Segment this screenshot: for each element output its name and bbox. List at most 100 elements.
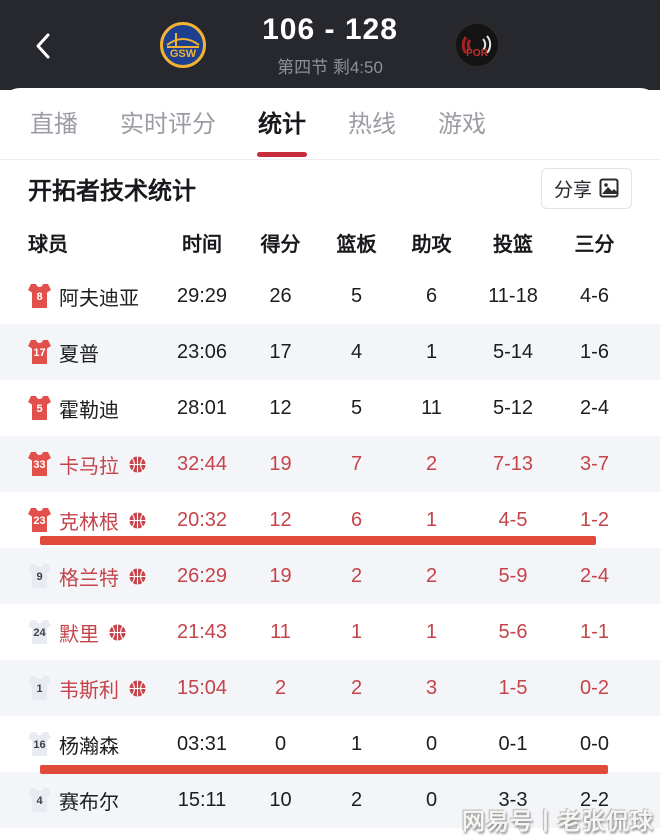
stat-cell: 11	[421, 396, 442, 419]
table-row[interactable]: 1 韦斯利 15:04 2 2 3 1-5 0-2	[0, 660, 660, 716]
stat-cell: 2	[350, 676, 363, 699]
stat-cell: 29:29	[176, 284, 228, 307]
table-row[interactable]: 17 夏普 23:06 17 4 1 5-14 1-6	[0, 324, 660, 380]
player-cell: 9 格兰特	[0, 562, 162, 591]
stat-cell: 4	[350, 340, 363, 363]
stat-cell: 19	[269, 452, 292, 475]
stat-cell: 1-2	[580, 508, 609, 531]
player-cell: 5 霍勒迪	[0, 394, 162, 423]
player-name: 杨瀚森	[59, 735, 119, 758]
stat-cell: 0	[425, 732, 438, 755]
chevron-left-icon	[36, 33, 50, 59]
stat-cell: 5-14	[492, 340, 534, 363]
stat-cell: 2	[350, 788, 363, 811]
stat-cell: 1	[425, 620, 438, 643]
table-row[interactable]: 8 阿夫迪亚 29:29 26 5 6 11-18 4-6	[0, 268, 660, 324]
player-cell: 4 赛布尔	[0, 786, 162, 815]
stat-cell: 1	[350, 620, 363, 643]
player-name: 卡马拉	[59, 455, 119, 478]
player-name: 韦斯利	[59, 679, 119, 702]
content-sheet: 直播 实时评分 统计 热线 游戏 开拓者技术统计 分享 球员 时间 得分 篮板 …	[0, 88, 660, 839]
table-row[interactable]: 16 杨瀚森 03:31 0 1 0 0-1 0-0	[0, 716, 660, 772]
stat-cell: 2	[350, 564, 363, 587]
share-button[interactable]: 分享	[540, 167, 632, 209]
stat-cell: 2-2	[580, 788, 609, 811]
stat-cell: 0-1	[498, 732, 528, 755]
stat-cell: 19	[269, 564, 292, 587]
section-title: 开拓者技术统计	[28, 177, 196, 205]
player-name: 默里	[59, 623, 99, 646]
tab-hotline[interactable]: 热线	[348, 111, 396, 138]
jersey-icon: 9	[28, 563, 51, 589]
player-cell: 1 韦斯利	[0, 674, 162, 703]
col-rebounds: 篮板	[336, 233, 377, 256]
player-cell: 16 杨瀚森	[0, 730, 162, 759]
stat-cell: 5-6	[498, 620, 528, 643]
stat-cell: 20:32	[176, 508, 228, 531]
game-score: 106 - 128	[262, 12, 398, 46]
stat-cell: 1-5	[498, 676, 528, 699]
player-name: 阿夫迪亚	[59, 287, 139, 310]
stat-cell: 11	[270, 620, 291, 643]
home-team-logo: GSW	[160, 22, 206, 68]
player-cell: 33 卡马拉	[0, 450, 162, 479]
table-row[interactable]: 9 格兰特 26:29 19 2 2 5-9 2-4	[0, 548, 660, 604]
jersey-number: 4	[36, 795, 43, 807]
jersey-icon: 8	[28, 283, 51, 309]
home-team-abbr: GSW	[169, 48, 197, 60]
player-cell: 17 夏普	[0, 338, 162, 367]
player-name: 赛布尔	[59, 791, 119, 814]
stat-cell: 4-5	[498, 508, 528, 531]
back-button[interactable]	[28, 29, 58, 63]
stat-cell: 5	[350, 284, 363, 307]
col-assists: 助攻	[411, 233, 452, 256]
stat-cell: 5-9	[498, 564, 528, 587]
stat-cell: 4-6	[580, 284, 609, 307]
table-row[interactable]: 24 默里 21:43 11 1 1 5-6 1-1	[0, 604, 660, 660]
stat-cell: 3-3	[498, 788, 528, 811]
share-label: 分享	[553, 179, 592, 201]
player-cell: 24 默里	[0, 618, 162, 647]
stats-table-header: 球员 时间 得分 篮板 助攻 投篮 三分	[0, 216, 660, 268]
stat-cell: 7	[350, 452, 363, 475]
player-cell: 23 克林根	[0, 506, 162, 535]
stat-cell: 0	[425, 788, 438, 811]
jersey-number: 16	[33, 739, 46, 751]
table-row[interactable]: 5 霍勒迪 28:01 12 5 11 5-12 2-4	[0, 380, 660, 436]
jersey-number: 33	[33, 459, 46, 471]
col-points: 得分	[260, 233, 301, 256]
watermark: 网易号丨老张侃球	[462, 808, 654, 834]
stat-cell: 2-4	[580, 564, 609, 587]
player-name: 克林根	[59, 511, 119, 534]
tab-stats[interactable]: 统计	[257, 88, 307, 161]
jersey-number: 24	[33, 627, 46, 639]
highlight-bar-yang	[40, 765, 608, 774]
active-tab-underline	[257, 152, 307, 157]
jersey-number: 8	[36, 291, 43, 303]
stat-cell: 3-7	[580, 452, 609, 475]
tab-realtime-score[interactable]: 实时评分	[120, 111, 216, 138]
on-court-basketball-icon	[129, 456, 146, 472]
jersey-number: 1	[36, 683, 43, 695]
stat-cell: 1	[425, 340, 438, 363]
tab-bar: 直播 实时评分 统计 热线 游戏	[0, 88, 660, 160]
tab-live[interactable]: 直播	[30, 111, 78, 138]
table-row[interactable]: 33 卡马拉 32:44 19 7 2 7-13 3-7	[0, 436, 660, 492]
stat-cell: 03:31	[176, 732, 228, 755]
game-status: 第四节 剩4:50	[277, 57, 383, 77]
stat-cell: 6	[425, 284, 438, 307]
col-3pt: 三分	[574, 233, 615, 256]
stat-cell: 12	[269, 508, 292, 531]
stat-cell: 26:29	[176, 564, 228, 587]
stat-cell: 11-18	[488, 284, 538, 307]
stat-cell: 3	[425, 676, 438, 699]
scoreboard-topbar: GSW 106 - 128 第四节 剩4:50 POR	[0, 0, 660, 90]
stat-cell: 1	[350, 732, 363, 755]
table-row[interactable]: 4 赛布尔 15:11 10 2 0 3-3 2-2	[0, 772, 660, 828]
jersey-icon: 16	[28, 731, 51, 757]
tab-games[interactable]: 游戏	[438, 111, 486, 138]
stat-cell: 1-1	[580, 620, 609, 643]
table-row[interactable]: 23 克林根 20:32 12 6 1 4-5 1-2	[0, 492, 660, 548]
stat-cell: 28:01	[176, 396, 228, 419]
player-name: 霍勒迪	[59, 399, 119, 422]
